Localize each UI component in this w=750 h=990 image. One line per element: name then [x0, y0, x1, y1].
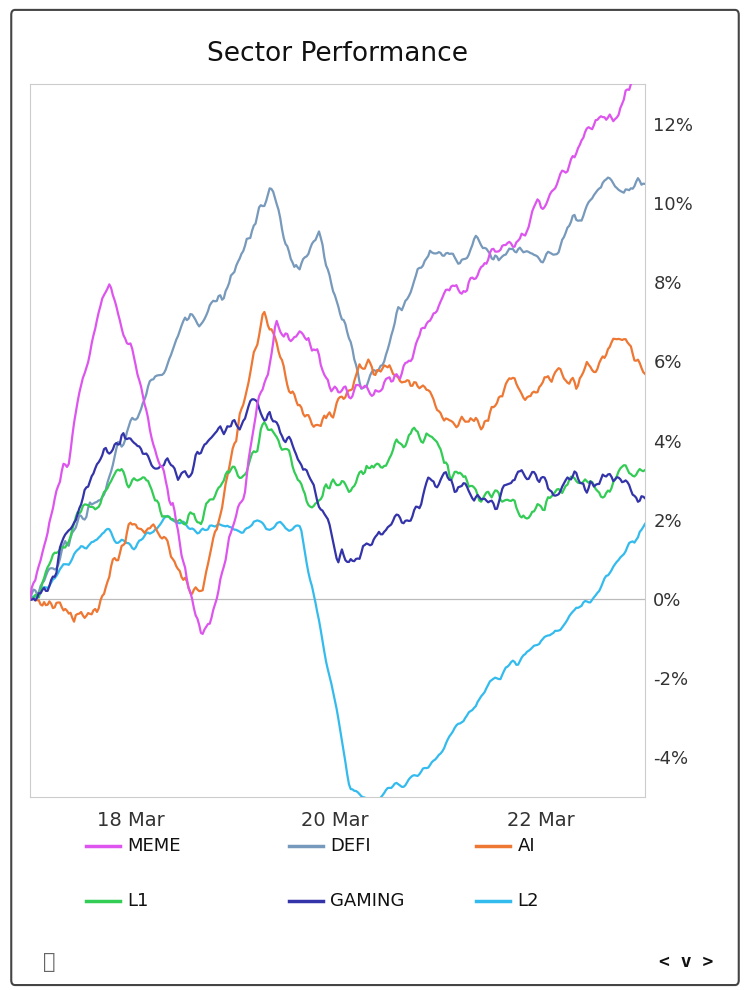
- Text: L2: L2: [518, 892, 539, 910]
- Text: AI: AI: [518, 838, 536, 855]
- Text: MEME: MEME: [128, 838, 181, 855]
- Text: Sector Performance: Sector Performance: [207, 42, 468, 67]
- Text: < v >: < v >: [659, 953, 713, 971]
- Text: L1: L1: [128, 892, 148, 910]
- Text: ⓘ: ⓘ: [43, 952, 55, 972]
- Text: GAMING: GAMING: [330, 892, 404, 910]
- Text: DEFI: DEFI: [330, 838, 370, 855]
